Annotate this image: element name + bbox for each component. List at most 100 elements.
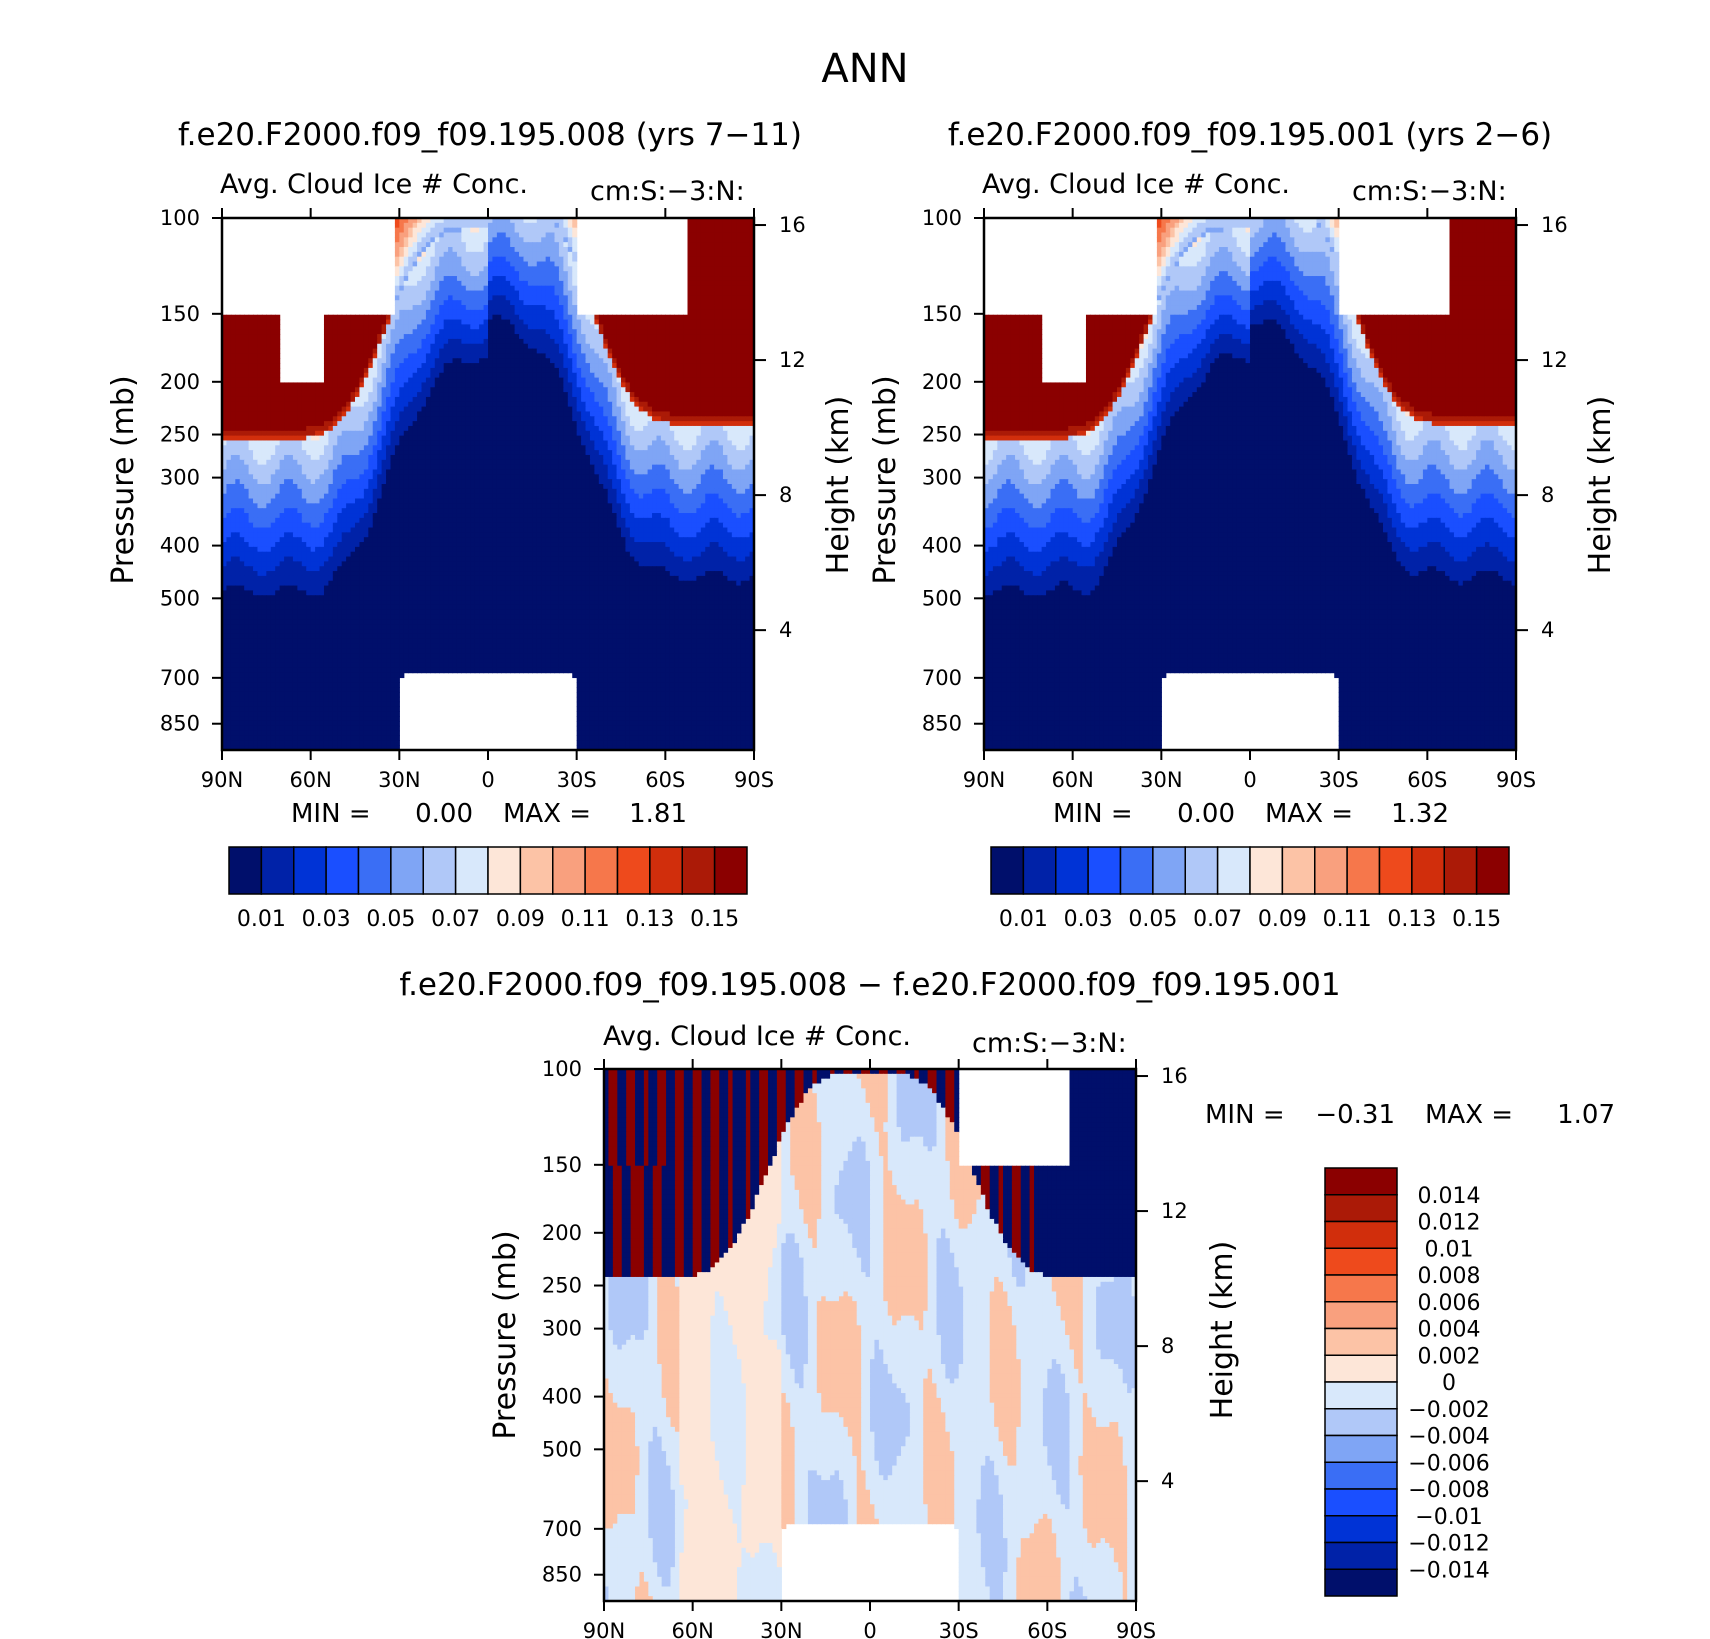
colorbar-label: 0.004 <box>1418 1318 1481 1343</box>
colorbar-label: 0.15 <box>690 907 739 932</box>
colorbar-box <box>1185 847 1217 894</box>
panel-1-max-value: 1.81 <box>629 799 687 829</box>
xtick-label: 0 <box>1243 768 1256 792</box>
colorbar-box <box>229 847 261 894</box>
ytick-label: 700 <box>160 666 200 690</box>
ytick-label: 700 <box>542 1517 582 1541</box>
panel-2-min-value: 0.00 <box>1177 799 1235 829</box>
colorbar-box <box>715 847 747 894</box>
panel-3-max-value: 1.07 <box>1557 1100 1615 1130</box>
panel-1-max-label: MAX = <box>503 799 591 829</box>
panel-1-left-title: Avg. Cloud Ice # Conc. <box>220 169 528 200</box>
colorbar-box <box>261 847 293 894</box>
colorbar-box <box>520 847 552 894</box>
colorbar-label: −0.002 <box>1408 1398 1489 1423</box>
colorbar-box <box>1325 1355 1397 1382</box>
ytick-label: 400 <box>922 534 962 558</box>
colorbar-box <box>1325 1489 1397 1516</box>
y2tick-label: 8 <box>1161 1334 1174 1358</box>
colorbar-label: −0.014 <box>1408 1558 1489 1583</box>
colorbar-label: 0.11 <box>561 907 610 932</box>
colorbar-label: 0.07 <box>1193 907 1242 932</box>
panel-2-right-title: cm:S:−3:N: <box>1352 176 1507 207</box>
colorbar-box <box>1325 1329 1397 1356</box>
xtick-label: 60N <box>1051 768 1093 792</box>
colorbar-box <box>1250 847 1282 894</box>
xtick-label: 90S <box>1496 768 1536 792</box>
colorbar-box <box>682 847 714 894</box>
colorbar-label: 0.01 <box>1425 1237 1474 1262</box>
panel-model-008: f.e20.F2000.f09_f09.195.008 (yrs 7−11) A… <box>106 117 856 932</box>
y2tick-label: 4 <box>1161 1469 1174 1493</box>
xtick-label: 0 <box>863 1619 876 1639</box>
colorbar-box <box>1056 847 1088 894</box>
colorbar-box <box>423 847 455 894</box>
colorbar-box <box>1153 847 1185 894</box>
colorbar-label: −0.006 <box>1408 1451 1489 1476</box>
colorbar-box <box>1282 847 1314 894</box>
ytick-label: 100 <box>922 206 962 230</box>
y2tick-label: 4 <box>1541 618 1554 642</box>
colorbar-box <box>1325 1409 1397 1436</box>
ytick-label: 200 <box>160 370 200 394</box>
panel-2-max-label: MAX = <box>1265 799 1353 829</box>
ytick-label: 300 <box>922 466 962 490</box>
ytick-label: 500 <box>542 1437 582 1461</box>
y2tick-label: 16 <box>1541 213 1568 237</box>
panel-1-right-title: cm:S:−3:N: <box>590 176 745 207</box>
colorbar-label: 0.05 <box>1128 907 1177 932</box>
ytick-label: 150 <box>160 302 200 326</box>
colorbar-label: 0.01 <box>999 907 1048 932</box>
ytick-label: 200 <box>542 1221 582 1245</box>
ytick-label: 150 <box>542 1153 582 1177</box>
xtick-label: 90N <box>583 1619 625 1639</box>
colorbar-box <box>618 847 650 894</box>
panel-3-right-title: cm:S:−3:N: <box>972 1028 1127 1059</box>
xtick-label: 30N <box>1140 768 1182 792</box>
panel-difference: f.e20.F2000.f09_f09.195.008 − f.e20.F200… <box>399 967 1615 1639</box>
colorbar-label: 0.09 <box>496 907 545 932</box>
ytick-label: 250 <box>160 423 200 447</box>
y2tick-label: 16 <box>779 213 806 237</box>
colorbar-label: 0.03 <box>1064 907 1113 932</box>
panel-2-ylabel: Pressure (mb) <box>868 375 903 584</box>
colorbar-box <box>585 847 617 894</box>
colorbar-box <box>1325 1543 1397 1570</box>
colorbar-box <box>1477 847 1509 894</box>
xtick-label: 60S <box>1407 768 1447 792</box>
colorbar-box <box>1325 1168 1397 1195</box>
panel-3-ylabel: Pressure (mb) <box>488 1230 523 1439</box>
panel-3-title: f.e20.F2000.f09_f09.195.008 − f.e20.F200… <box>399 967 1340 1003</box>
xtick-label: 90N <box>201 768 243 792</box>
xtick-label: 0 <box>481 768 494 792</box>
colorbar-box <box>1325 1275 1397 1302</box>
panel-2-min-label: MIN = <box>1053 799 1133 829</box>
colorbar-box <box>1088 847 1120 894</box>
colorbar-label: 0.006 <box>1418 1291 1481 1316</box>
colorbar-box <box>1325 1222 1397 1249</box>
ytick-label: 150 <box>922 302 962 326</box>
colorbar-box <box>1347 847 1379 894</box>
colorbar-label: 0.13 <box>1387 907 1436 932</box>
colorbar-box <box>326 847 358 894</box>
xtick-label: 90N <box>963 768 1005 792</box>
colorbar-box <box>359 847 391 894</box>
xtick-label: 90S <box>734 768 774 792</box>
colorbar-box <box>1444 847 1476 894</box>
colorbar-label: 0.012 <box>1418 1211 1481 1236</box>
colorbar-box <box>553 847 585 894</box>
colorbar-label: 0.07 <box>431 907 480 932</box>
y2tick-label: 12 <box>779 348 806 372</box>
ytick-label: 250 <box>542 1274 582 1298</box>
ytick-label: 850 <box>542 1563 582 1587</box>
panel-3-min-value: −0.31 <box>1315 1100 1395 1130</box>
y2tick-label: 16 <box>1161 1064 1188 1088</box>
colorbar-label: 0.014 <box>1418 1184 1481 1209</box>
colorbar-label: 0.13 <box>625 907 674 932</box>
colorbar-box <box>456 847 488 894</box>
ytick-label: 500 <box>922 586 962 610</box>
ytick-label: 400 <box>160 534 200 558</box>
